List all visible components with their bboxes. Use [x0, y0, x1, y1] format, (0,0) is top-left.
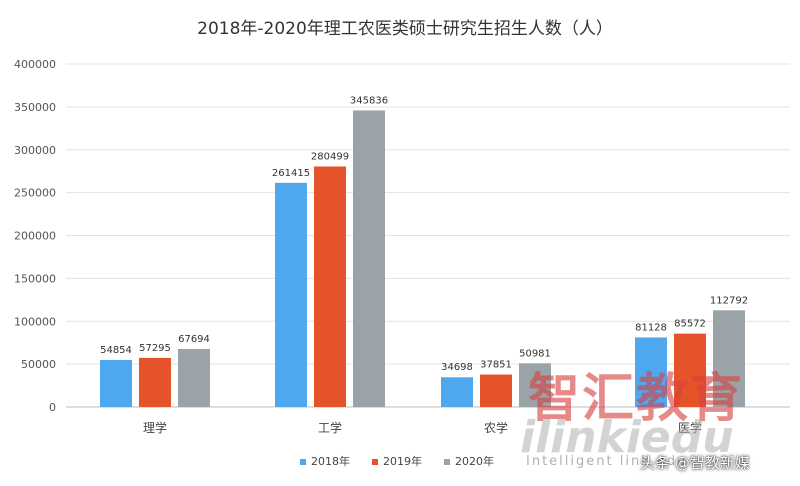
bar: [353, 110, 385, 408]
y-tick-label: 250000: [14, 187, 56, 200]
watermark-tagline: Intelligent link edu: [526, 454, 688, 469]
legend-label: 2018年: [311, 454, 350, 468]
y-tick-label: 400000: [14, 58, 56, 71]
legend-label: 2020年: [455, 454, 494, 468]
x-tick-label: 医学: [678, 420, 702, 435]
x-tick-label: 农学: [484, 420, 508, 435]
bar: [314, 166, 346, 407]
data-label: 261415: [272, 168, 310, 179]
y-tick-label: 350000: [14, 101, 56, 114]
bar: [100, 359, 132, 407]
data-label: 50981: [519, 348, 551, 359]
legend-swatch: [372, 459, 378, 465]
data-label: 280499: [311, 151, 349, 162]
data-label: 345836: [350, 95, 388, 106]
legend-swatch: [444, 459, 450, 465]
source-credit: 头条 @智教新媒: [640, 454, 750, 472]
bar: [480, 374, 512, 407]
bar-marks: [100, 110, 745, 408]
bar: [139, 357, 171, 407]
y-tick-label: 50000: [21, 358, 56, 371]
chart-title: 2018年-2020年理工农医类硕士研究生招生人数（人）: [197, 19, 613, 39]
y-tick-label: 150000: [14, 272, 56, 285]
bar: [275, 182, 307, 407]
y-tick-label: 100000: [14, 315, 56, 328]
x-axis: 理学 工学 农学 医学: [143, 420, 702, 435]
bar: [674, 333, 706, 407]
data-label: 34698: [441, 362, 473, 373]
bar: [519, 363, 551, 407]
gridlines: [66, 63, 790, 408]
legend-label: 2019年: [383, 454, 422, 468]
bar: [178, 348, 210, 407]
x-tick-label: 理学: [143, 420, 167, 435]
y-tick-label: 300000: [14, 144, 56, 157]
y-axis: 0 50000 100000 150000 200000 250000 300000 3500…: [14, 58, 56, 414]
data-label: 57295: [139, 343, 171, 354]
data-label: 112792: [710, 295, 748, 306]
data-label: 81128: [635, 322, 667, 333]
bar: [635, 337, 667, 407]
data-label: 54854: [100, 345, 132, 356]
watermark-text: 智汇教育: [528, 369, 745, 429]
x-tick-label: 工学: [318, 420, 342, 435]
bar: [713, 310, 745, 407]
legend-swatch: [300, 459, 306, 465]
bar: [441, 377, 473, 407]
legend: 2018年 2019年 2020年: [300, 454, 494, 468]
data-label: 85572: [674, 319, 706, 330]
watermark-url: ilinkiedu: [520, 412, 734, 463]
y-tick-label: 0: [49, 401, 56, 414]
data-label: 37851: [480, 360, 512, 371]
y-tick-label: 200000: [14, 230, 56, 243]
data-label: 67694: [178, 334, 210, 345]
